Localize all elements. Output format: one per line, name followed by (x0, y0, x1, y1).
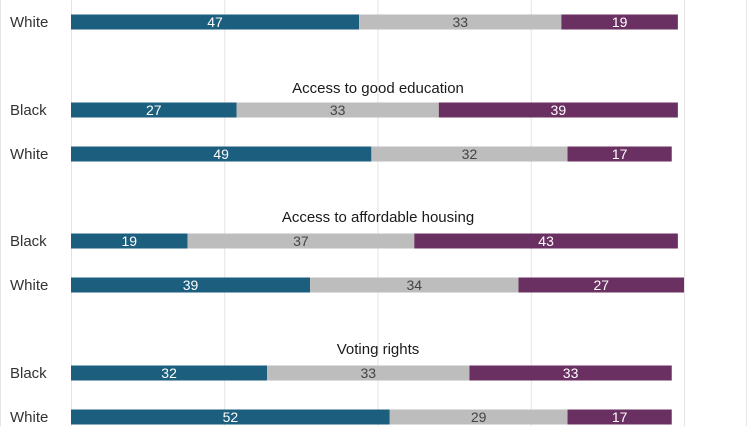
data-label: 17 (612, 409, 628, 425)
bars (71, 14, 684, 425)
bar-segment-middle (310, 277, 519, 293)
group-title: Access to good education (292, 80, 464, 97)
data-label: 43 (538, 233, 554, 249)
row-label: White (10, 146, 48, 163)
row-label: White (10, 14, 48, 31)
bar-segment-first (71, 277, 311, 293)
data-label: 49 (213, 146, 229, 162)
data-label: 39 (183, 277, 199, 293)
data-label: 32 (462, 146, 478, 162)
group-title: Access to affordable housing (282, 209, 474, 226)
data-label: 39 (551, 102, 567, 118)
bar-segment-first (71, 365, 268, 381)
row-label: Black (10, 233, 47, 250)
bar-segment-middle (389, 409, 568, 425)
bar-segment-last (438, 102, 678, 118)
bar-segment-last (469, 365, 672, 381)
data-label: 33 (361, 365, 377, 381)
bar-segment-first (71, 102, 237, 118)
bar-segment-first (71, 146, 372, 162)
data-label: 33 (452, 14, 468, 30)
bar-segment-last (561, 14, 678, 30)
data-label: 52 (223, 409, 239, 425)
row-label: Black (10, 102, 47, 119)
data-label: 29 (471, 409, 487, 425)
data-label: 37 (293, 233, 309, 249)
data-label: 19 (121, 233, 137, 249)
bar-segment-middle (267, 365, 470, 381)
data-label: 32 (161, 365, 177, 381)
data-label: 17 (612, 146, 628, 162)
row-label: White (10, 277, 48, 294)
data-label: 27 (146, 102, 162, 118)
data-label: 33 (563, 365, 579, 381)
bar-segment-first (71, 14, 360, 30)
bar-segment-first (71, 409, 390, 425)
bar-segment-last (567, 146, 672, 162)
group-title: Voting rights (337, 341, 420, 358)
data-label: 47 (207, 14, 223, 30)
row-label: Black (10, 365, 47, 382)
gridlines (71, 0, 685, 426)
bar-segment-last (518, 277, 684, 293)
bar-segment-middle (236, 102, 439, 118)
data-label: 27 (593, 277, 609, 293)
row-label: White (10, 409, 48, 426)
bar-segment-middle (371, 146, 568, 162)
bar-segment-middle (359, 14, 562, 30)
bar-segment-last (414, 233, 678, 249)
data-label: 34 (406, 277, 422, 293)
bar-segment-middle (187, 233, 415, 249)
bar-segment-last (567, 409, 672, 425)
data-label: 19 (612, 14, 628, 30)
bar-segment-first (71, 233, 188, 249)
labels: White 47 33 19 Access to good education Black… (10, 14, 628, 426)
data-label: 33 (330, 102, 346, 118)
